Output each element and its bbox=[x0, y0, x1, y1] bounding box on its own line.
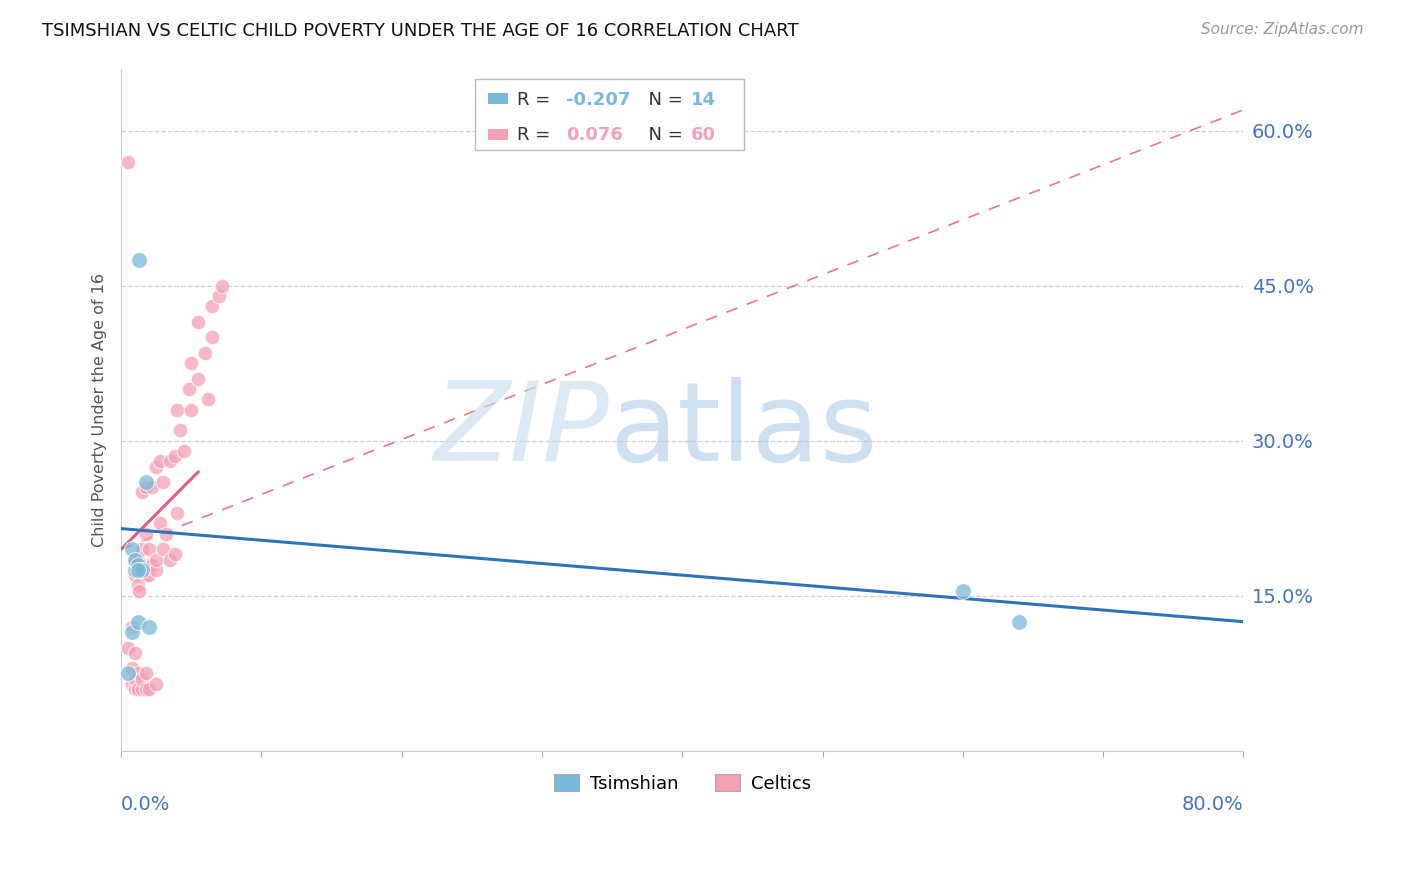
Y-axis label: Child Poverty Under the Age of 16: Child Poverty Under the Age of 16 bbox=[93, 273, 107, 547]
Text: N =: N = bbox=[637, 90, 689, 109]
Point bbox=[131, 681, 153, 696]
Text: 0.076: 0.076 bbox=[567, 127, 623, 145]
Text: 14: 14 bbox=[690, 90, 716, 109]
FancyBboxPatch shape bbox=[475, 78, 744, 151]
Point bbox=[131, 542, 153, 557]
Point bbox=[124, 568, 146, 582]
Point bbox=[152, 475, 174, 489]
Point bbox=[121, 542, 143, 557]
Text: Source: ZipAtlas.com: Source: ZipAtlas.com bbox=[1201, 22, 1364, 37]
Point bbox=[180, 402, 202, 417]
Point bbox=[135, 681, 157, 696]
Point bbox=[117, 640, 139, 655]
Text: 60: 60 bbox=[690, 127, 716, 145]
Text: -0.207: -0.207 bbox=[567, 90, 631, 109]
Point bbox=[149, 454, 172, 468]
Point bbox=[201, 330, 224, 344]
Point bbox=[127, 552, 149, 566]
Point bbox=[131, 563, 153, 577]
Point bbox=[127, 666, 149, 681]
Point bbox=[135, 475, 157, 489]
Point bbox=[138, 558, 160, 572]
Point bbox=[194, 346, 217, 360]
Point bbox=[135, 526, 157, 541]
Point bbox=[127, 578, 149, 592]
Text: TSIMSHIAN VS CELTIC CHILD POVERTY UNDER THE AGE OF 16 CORRELATION CHART: TSIMSHIAN VS CELTIC CHILD POVERTY UNDER … bbox=[42, 22, 799, 40]
Point bbox=[124, 681, 146, 696]
Point bbox=[135, 568, 157, 582]
Point bbox=[163, 449, 186, 463]
Point bbox=[145, 459, 167, 474]
Legend: Tsimshian, Celtics: Tsimshian, Celtics bbox=[547, 766, 818, 800]
Bar bbox=[488, 94, 508, 104]
Point bbox=[145, 563, 167, 577]
Point bbox=[166, 506, 188, 520]
Text: R =: R = bbox=[517, 127, 555, 145]
Point bbox=[124, 563, 146, 577]
Point bbox=[124, 552, 146, 566]
Point bbox=[121, 625, 143, 640]
Point bbox=[128, 563, 150, 577]
Point bbox=[163, 548, 186, 562]
Point bbox=[131, 485, 153, 500]
Point bbox=[121, 620, 143, 634]
Point bbox=[138, 620, 160, 634]
Point bbox=[173, 444, 195, 458]
Point bbox=[187, 315, 209, 329]
Point bbox=[155, 526, 177, 541]
Point bbox=[127, 615, 149, 629]
Point bbox=[127, 563, 149, 577]
Point bbox=[145, 552, 167, 566]
Point bbox=[138, 542, 160, 557]
Point bbox=[149, 516, 172, 531]
Point bbox=[201, 299, 224, 313]
Point bbox=[138, 681, 160, 696]
Text: ZIP: ZIP bbox=[433, 376, 609, 483]
Point bbox=[145, 676, 167, 690]
Point bbox=[180, 356, 202, 370]
Point bbox=[208, 289, 231, 303]
Point bbox=[169, 424, 191, 438]
Text: N =: N = bbox=[637, 127, 689, 145]
Point bbox=[141, 558, 163, 572]
Point bbox=[128, 583, 150, 598]
Point bbox=[159, 454, 181, 468]
Point bbox=[197, 392, 219, 407]
Point bbox=[127, 558, 149, 572]
Point bbox=[124, 646, 146, 660]
Point bbox=[1008, 615, 1031, 629]
Point bbox=[131, 672, 153, 686]
Point bbox=[117, 666, 139, 681]
Point bbox=[121, 661, 143, 675]
Point bbox=[124, 672, 146, 686]
Point bbox=[159, 552, 181, 566]
Point bbox=[141, 480, 163, 494]
Point bbox=[117, 154, 139, 169]
Text: 0.0%: 0.0% bbox=[121, 796, 170, 814]
Point bbox=[135, 480, 157, 494]
Point bbox=[187, 372, 209, 386]
Point bbox=[127, 681, 149, 696]
Text: 80.0%: 80.0% bbox=[1181, 796, 1243, 814]
Point bbox=[177, 382, 200, 396]
Text: atlas: atlas bbox=[609, 376, 877, 483]
Point bbox=[135, 666, 157, 681]
Point bbox=[952, 583, 974, 598]
Point bbox=[128, 252, 150, 267]
Point bbox=[152, 542, 174, 557]
Point bbox=[211, 278, 233, 293]
Text: R =: R = bbox=[517, 90, 555, 109]
Point bbox=[124, 552, 146, 566]
Point bbox=[138, 568, 160, 582]
Bar bbox=[488, 129, 508, 140]
Point bbox=[121, 676, 143, 690]
Point bbox=[131, 563, 153, 577]
Point bbox=[166, 402, 188, 417]
